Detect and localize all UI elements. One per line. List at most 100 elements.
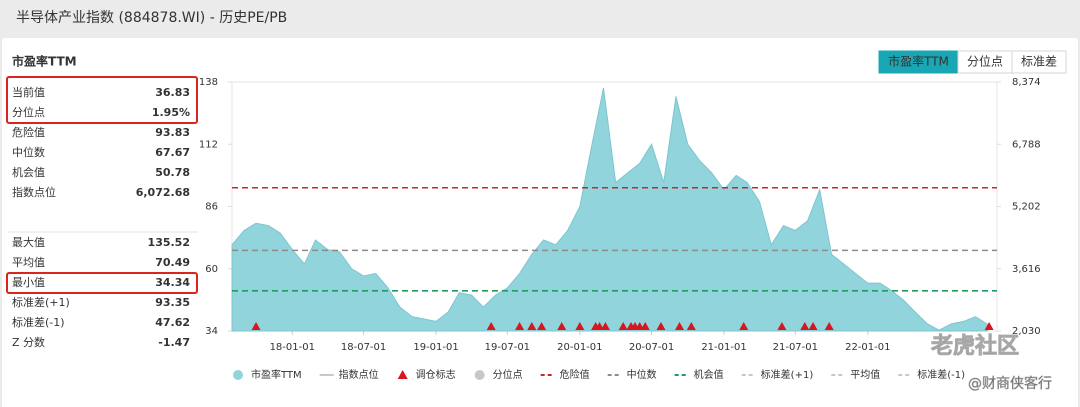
x-tick-label: 20-01-01 — [557, 342, 602, 353]
y-tick-label: 112 — [199, 139, 218, 150]
stat-value: 1.95% — [152, 106, 190, 119]
y2-tick-label: 3,616 — [1012, 264, 1041, 275]
legend-item: 指数点位 — [319, 368, 379, 381]
rebalance-marker — [486, 322, 496, 330]
rebalance-marker — [739, 322, 749, 330]
rebalance-marker — [527, 322, 537, 330]
legend-item: 机会值 — [674, 368, 724, 381]
y-tick-label: 138 — [199, 77, 218, 88]
rebalance-marker — [777, 322, 787, 330]
legend-item: 平均值 — [831, 368, 880, 381]
rebalance-marker — [808, 322, 818, 330]
stat-label: 标准差(-1) — [12, 315, 65, 329]
stat-value: 36.83 — [155, 86, 190, 99]
stat-value: 34.34 — [155, 276, 190, 289]
rebalance-marker — [618, 322, 628, 330]
legend-item: 市盈率TTM — [233, 368, 302, 381]
stat-label: 最小值 — [12, 276, 45, 289]
legend-label: 指数点位 — [339, 368, 379, 381]
legend-label: 机会值 — [694, 368, 724, 381]
stat-value: 93.83 — [155, 126, 190, 139]
x-tick-label: 19-07-01 — [485, 342, 530, 353]
y2-tick-label: 8,374 — [1012, 77, 1041, 88]
page-title: 半导体产业指数 (884878.WI) - 历史PE/PB — [16, 10, 287, 26]
stat-value: 6,072.68 — [136, 186, 190, 199]
stat-value: 50.78 — [155, 166, 190, 179]
chart: 当前值 36.83 分位点 1.95% 危险值 93.83 中位数 67.67 机会值 50.78… — [12, 50, 1067, 381]
rebalance-marker — [595, 322, 605, 330]
legend-label: 平均值 — [850, 368, 880, 381]
rebalance-marker — [251, 322, 261, 330]
legend-icon — [233, 370, 243, 380]
legend-icon — [474, 370, 485, 380]
rebalance-marker — [640, 322, 650, 330]
x-tick-label: 22-01-01 — [845, 342, 890, 353]
stat-label: 最大值 — [12, 235, 45, 249]
legend-item: 危险值 — [540, 368, 590, 381]
stat-value: 93.35 — [155, 296, 190, 309]
stat-label: 中位数 — [12, 145, 45, 159]
tab-button-label[interactable]: 标准差 — [1021, 55, 1057, 69]
rebalance-marker — [600, 322, 610, 330]
legend-label: 标准差(+1) — [761, 368, 814, 381]
legend-item: 分位点 — [474, 368, 523, 381]
y2-tick-label: 5,202 — [1012, 202, 1041, 213]
tab-button-label[interactable]: 分位点 — [967, 54, 1003, 69]
rebalance-marker — [674, 322, 684, 330]
x-tick-label: 18-07-01 — [341, 342, 386, 353]
rebalance-marker — [824, 322, 834, 330]
stat-label: 危险值 — [12, 125, 45, 139]
legend-label: 市盈率TTM — [251, 368, 302, 381]
y2-tick-label: 2,030 — [1012, 326, 1041, 337]
rebalance-marker — [575, 322, 585, 330]
stat-label: 标准差(+1) — [12, 295, 70, 309]
x-tick-label: 21-01-01 — [701, 342, 746, 353]
stat-label: 分位点 — [12, 105, 45, 119]
rebalance-marker — [537, 322, 547, 330]
legend-item: 标准差(-1) — [898, 368, 965, 381]
stat-value: 47.62 — [155, 316, 190, 329]
rebalance-marker — [557, 322, 567, 330]
stat-label: 机会值 — [12, 165, 45, 179]
stat-value: 70.49 — [155, 256, 190, 269]
highlight-box — [6, 272, 198, 294]
rebalance-marker — [515, 322, 525, 330]
stat-label: 平均值 — [12, 256, 45, 269]
tab-button[interactable] — [1011, 50, 1067, 74]
watermark: 老虎社区 — [930, 333, 1019, 359]
legend-label: 调仓标志 — [416, 368, 456, 381]
watermark: @财商侠客行 — [968, 375, 1052, 392]
rebalance-marker — [984, 322, 994, 330]
stat-label: 当前值 — [12, 85, 45, 99]
tab-button-label[interactable]: 市盈率TTM — [888, 54, 949, 69]
legend-item: 调仓标志 — [397, 368, 456, 381]
x-tick-label: 21-07-01 — [773, 342, 818, 353]
stat-value: 67.67 — [155, 146, 190, 159]
stat-label: Z 分数 — [12, 336, 45, 349]
legend-label: 危险值 — [560, 368, 590, 381]
legend-label: 标准差(-1) — [917, 368, 965, 381]
rebalance-marker — [686, 322, 696, 330]
stat-value: 135.52 — [148, 236, 190, 249]
legend-label: 分位点 — [493, 368, 523, 381]
legend-label: 中位数 — [627, 368, 657, 381]
stat-label: 指数点位 — [12, 185, 56, 199]
panel-title: 市盈率TTM — [12, 54, 77, 69]
rebalance-marker — [800, 322, 810, 330]
x-tick-label: 20-07-01 — [629, 342, 674, 353]
y2-tick-label: 6,788 — [1012, 139, 1041, 150]
y-tick-label: 60 — [205, 264, 218, 275]
pe-area — [231, 87, 989, 332]
legend-item: 中位数 — [607, 368, 657, 381]
rebalance-marker — [656, 322, 666, 330]
stat-value: -1.47 — [158, 336, 190, 349]
y-tick-label: 86 — [205, 202, 218, 213]
legend-icon — [397, 370, 408, 379]
x-tick-label: 18-01-01 — [270, 342, 315, 353]
legend-item: 标准差(+1) — [741, 368, 814, 381]
x-tick-label: 19-01-01 — [413, 342, 458, 353]
highlight-box — [6, 76, 198, 124]
y-tick-label: 34 — [205, 326, 218, 337]
